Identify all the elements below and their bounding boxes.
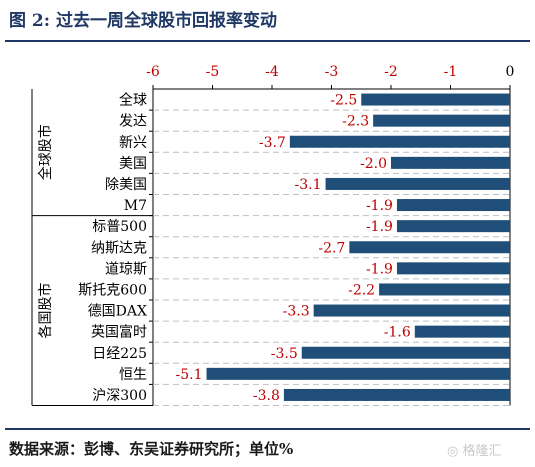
bar	[373, 114, 510, 127]
data-label: -2.3	[342, 114, 369, 130]
group-label: 各国股市	[37, 283, 54, 339]
bar	[349, 241, 510, 254]
category-label: 日经225	[92, 346, 147, 362]
bar	[414, 325, 510, 338]
bar	[379, 283, 510, 296]
category-label: 纳斯达克	[91, 240, 147, 256]
bar	[391, 156, 510, 169]
category-label: 德国DAX	[88, 304, 147, 320]
data-label: -1.9	[366, 219, 393, 235]
watermark-logo: ◎ 格隆汇	[447, 444, 502, 459]
data-label: -5.1	[176, 367, 203, 383]
source-divider	[5, 428, 530, 430]
bar	[289, 135, 510, 148]
category-label: 标普500	[92, 219, 147, 235]
data-label: -3.1	[295, 177, 322, 193]
x-tick-label: -2	[384, 64, 398, 80]
x-tick-label: -4	[265, 64, 279, 80]
bar	[301, 346, 510, 359]
x-tick-label: -6	[146, 64, 160, 80]
bar	[396, 220, 510, 233]
bar	[325, 177, 510, 190]
data-label: -1.6	[384, 325, 411, 341]
category-label: 新兴	[119, 135, 147, 151]
bar	[283, 388, 510, 401]
bar	[396, 262, 510, 275]
data-label: -3.5	[271, 346, 298, 362]
category-label: 美国	[119, 156, 147, 172]
category-label: 英国富时	[91, 324, 147, 341]
x-tick-label: -3	[325, 64, 339, 80]
x-tick-label: -5	[206, 64, 220, 80]
source-note: 数据来源：彭博、东吴证券研究所；单位%	[9, 440, 294, 458]
category-label: 恒生	[119, 367, 147, 383]
data-label: -3.8	[253, 388, 280, 404]
data-label: -2.2	[348, 282, 375, 298]
watermark-text: 格隆汇	[462, 444, 502, 459]
title-divider	[5, 40, 530, 42]
data-label: -1.9	[366, 261, 393, 277]
category-label: 除美国	[105, 177, 147, 193]
bar	[361, 93, 510, 106]
group-label: 全球股市	[37, 124, 54, 180]
data-label: -3.3	[283, 304, 310, 320]
category-label: M7	[124, 198, 147, 214]
x-tick-label: -1	[444, 64, 458, 80]
category-label: 发达	[119, 114, 147, 130]
chart-title: 图 2: 过去一周全球股市回报率变动	[9, 11, 277, 31]
bar	[396, 199, 510, 212]
data-label: -1.9	[366, 198, 393, 214]
data-label: -2.7	[318, 240, 345, 256]
category-label: 斯托克600	[78, 282, 147, 298]
category-label: 沪深300	[92, 388, 147, 404]
bar	[206, 367, 511, 380]
x-tick-label: 0	[506, 64, 515, 80]
data-label: -2.5	[330, 93, 357, 109]
data-label: -2.0	[360, 156, 387, 172]
bar	[313, 304, 510, 317]
category-label: 道琼斯	[105, 261, 147, 277]
category-label: 全球	[119, 92, 147, 109]
data-label: -3.7	[259, 135, 286, 151]
